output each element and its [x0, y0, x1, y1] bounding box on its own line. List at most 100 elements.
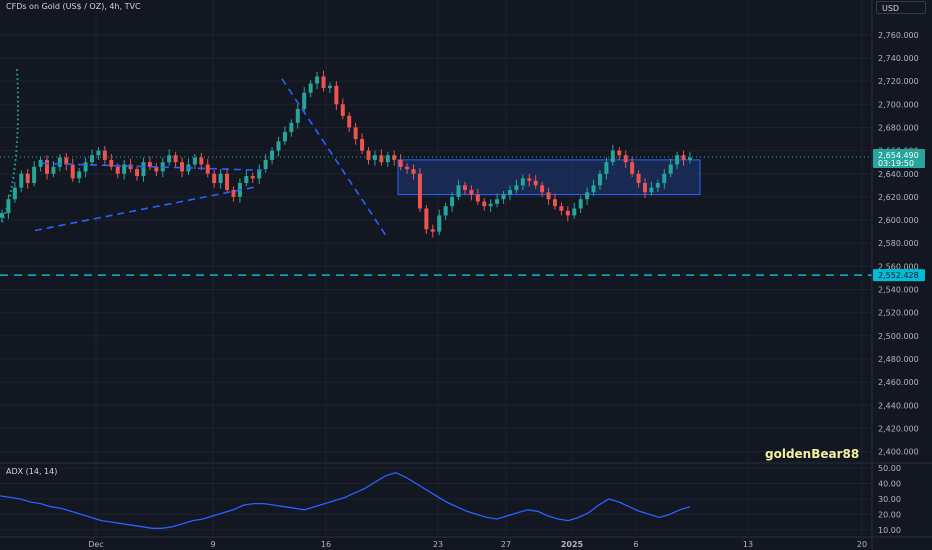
adx-indicator-label[interactable]: ADX (14, 14) — [6, 467, 58, 476]
candle-body — [565, 210, 570, 216]
candle-body — [540, 185, 545, 193]
candle-body — [450, 196, 455, 207]
adx-tick-label: 20.00 — [878, 510, 901, 519]
pennant-lower-line — [34, 185, 259, 232]
price-tick-label: 2,620.000 — [878, 193, 919, 202]
time-tick-label: 23 — [433, 540, 443, 549]
candle-body — [604, 162, 609, 174]
countdown-label: 03:19:50 — [878, 159, 914, 168]
candle-body — [199, 157, 204, 165]
candle-body — [32, 166, 37, 184]
price-tick-label: 2,440.000 — [878, 401, 919, 410]
candle-body — [334, 85, 339, 105]
candle-body — [51, 166, 56, 174]
candlestick-series — [0, 70, 692, 238]
currency-selector[interactable]: USD — [876, 1, 926, 14]
candle-body — [430, 229, 435, 232]
candle-body — [167, 155, 172, 163]
price-tick-label: 2,400.000 — [878, 448, 919, 457]
candle-body — [96, 150, 101, 156]
candle-body — [681, 155, 686, 160]
candle-body — [308, 83, 313, 93]
candle-body — [642, 183, 647, 193]
candle-body — [688, 157, 692, 160]
candle-body — [102, 150, 107, 160]
candle-body — [347, 115, 352, 128]
adx-tick-label: 30.00 — [878, 495, 901, 504]
candle-body — [572, 208, 577, 216]
candle-body — [623, 155, 628, 163]
candle-body — [443, 206, 448, 216]
price-tick-label: 2,600.000 — [878, 216, 919, 225]
adx-tick-label: 40.00 — [878, 480, 901, 489]
candle-body — [424, 208, 429, 230]
candle-body — [546, 192, 551, 200]
candle-body — [257, 169, 262, 179]
candle-body — [514, 185, 519, 190]
support-line — [0, 156, 872, 276]
candle-body — [244, 176, 249, 184]
candle-body — [0, 213, 4, 218]
adx-tick-label: 50.00 — [878, 464, 901, 473]
candle-body — [552, 199, 557, 207]
candle-body — [154, 166, 159, 172]
time-tick-label: 20 — [857, 540, 867, 549]
price-tick-label: 2,420.000 — [878, 424, 919, 433]
time-tick-label: 16 — [321, 540, 331, 549]
price-tick-label: 2,760.000 — [878, 31, 919, 40]
candle-body — [501, 194, 506, 200]
adx-tick-label: 10.00 — [878, 526, 901, 535]
candle-body — [392, 155, 397, 160]
candle-body — [617, 150, 622, 156]
price-tick-label: 2,560.000 — [878, 262, 919, 271]
candle-body — [147, 162, 152, 167]
candle-body — [475, 194, 480, 202]
candle-body — [83, 162, 88, 172]
candle-body — [675, 155, 680, 165]
last-price-badge — [873, 148, 925, 168]
candle-body — [218, 173, 223, 184]
candle-body — [353, 127, 358, 140]
time-tick-label: 13 — [743, 540, 753, 549]
candle-body — [456, 185, 461, 197]
candle-body — [109, 159, 114, 167]
candle-body — [19, 173, 24, 188]
price-tick-label: 2,480.000 — [878, 355, 919, 364]
chart-title: CFDs on Gold (US$ / OZ), 4h, TVC — [6, 2, 141, 11]
candle-body — [662, 173, 667, 184]
candle-body — [385, 155, 390, 163]
candle-body — [90, 155, 95, 163]
candle-body — [225, 173, 230, 190]
time-tick-label: Dec — [88, 540, 103, 549]
candle-body — [405, 166, 410, 170]
candle-body — [6, 199, 11, 214]
price-tick-label: 2,700.000 — [878, 100, 919, 109]
candle-body — [212, 173, 217, 184]
candle-body — [379, 155, 384, 163]
candle-body — [302, 92, 307, 109]
price-tick-label: 2,640.000 — [878, 170, 919, 179]
candle-body — [533, 180, 538, 186]
candle-body — [276, 141, 281, 151]
candle-body — [649, 187, 654, 193]
candle-body — [527, 178, 532, 181]
candle-body — [398, 159, 403, 167]
candle-body — [591, 185, 596, 193]
candle-body — [141, 162, 146, 177]
candle-body — [135, 169, 140, 177]
price-tick-label: 2,540.000 — [878, 286, 919, 295]
candle-body — [366, 150, 371, 160]
candle-body — [411, 169, 416, 174]
candle-body — [270, 150, 275, 160]
candle-body — [70, 164, 75, 179]
candle-body — [668, 164, 673, 174]
price-tick-label: 2,680.000 — [878, 123, 919, 132]
candle-body — [122, 164, 127, 174]
candle-body — [282, 132, 287, 142]
time-tick-label: 27 — [501, 540, 511, 549]
candle-body — [559, 206, 564, 211]
candle-body — [289, 122, 294, 133]
candle-body — [57, 157, 62, 167]
